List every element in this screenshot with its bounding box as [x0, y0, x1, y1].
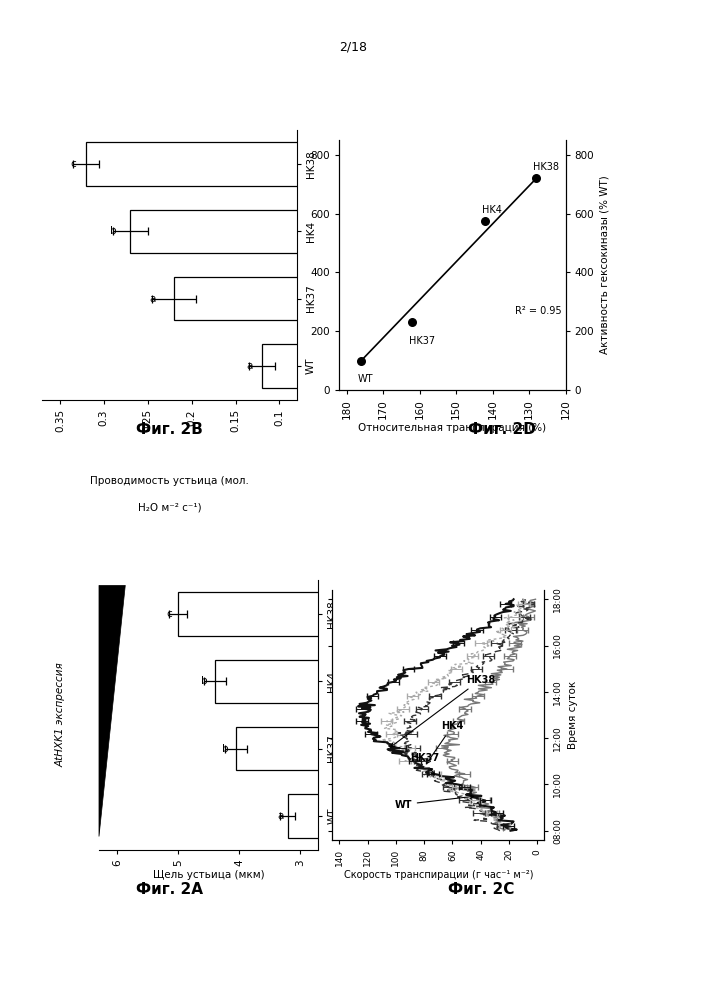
Bar — [288, 794, 483, 838]
Y-axis label: Время суток: Время суток — [568, 681, 578, 749]
Text: b: b — [222, 744, 228, 754]
Text: a: a — [149, 294, 156, 304]
X-axis label: Относительная транспирация (%): Относительная транспирация (%) — [358, 423, 547, 433]
Polygon shape — [99, 585, 125, 836]
Point — [356, 353, 367, 369]
Point — [531, 170, 542, 186]
Text: WT: WT — [358, 374, 373, 384]
Text: b: b — [201, 676, 207, 686]
Point — [407, 314, 418, 330]
Text: Проводимость устьица (мол.: Проводимость устьица (мол. — [90, 476, 249, 486]
Point — [479, 213, 491, 229]
Text: Фиг. 2D: Фиг. 2D — [468, 422, 536, 437]
Text: a: a — [246, 361, 252, 371]
Text: c: c — [166, 609, 172, 619]
Text: AtHXK1 экспрессия: AtHXK1 экспрессия — [55, 663, 65, 767]
Bar — [130, 210, 367, 253]
Text: c: c — [71, 159, 76, 169]
Text: Фиг. 2C: Фиг. 2C — [448, 882, 514, 897]
Text: a: a — [277, 811, 284, 821]
Text: HK4: HK4 — [426, 721, 464, 763]
Text: Фиг. 2A: Фиг. 2A — [136, 882, 203, 897]
Text: HK38: HK38 — [533, 162, 559, 172]
Bar — [236, 727, 483, 770]
Bar — [215, 660, 483, 703]
Text: b: b — [110, 226, 117, 236]
Bar — [178, 592, 483, 636]
Bar — [86, 142, 367, 186]
Text: H₂O м⁻² с⁻¹): H₂O м⁻² с⁻¹) — [138, 503, 201, 513]
X-axis label: Скорость транспирации (г час⁻¹ м⁻²): Скорость транспирации (г час⁻¹ м⁻²) — [344, 870, 533, 880]
Text: HK4: HK4 — [481, 205, 501, 215]
Text: WT: WT — [395, 795, 474, 810]
Text: 2/18: 2/18 — [339, 40, 368, 53]
Text: HK38: HK38 — [391, 675, 496, 747]
Text: R² = 0.95: R² = 0.95 — [515, 306, 561, 316]
Bar — [174, 277, 367, 320]
Text: Фиг. 2B: Фиг. 2B — [136, 422, 203, 437]
Text: HK37: HK37 — [409, 753, 439, 775]
X-axis label: Щель устьица (мкм): Щель устьица (мкм) — [153, 870, 264, 880]
Bar — [262, 344, 367, 388]
Y-axis label: Активность гексокиназы (% WT): Активность гексокиназы (% WT) — [600, 176, 610, 354]
Text: HK37: HK37 — [409, 336, 435, 346]
